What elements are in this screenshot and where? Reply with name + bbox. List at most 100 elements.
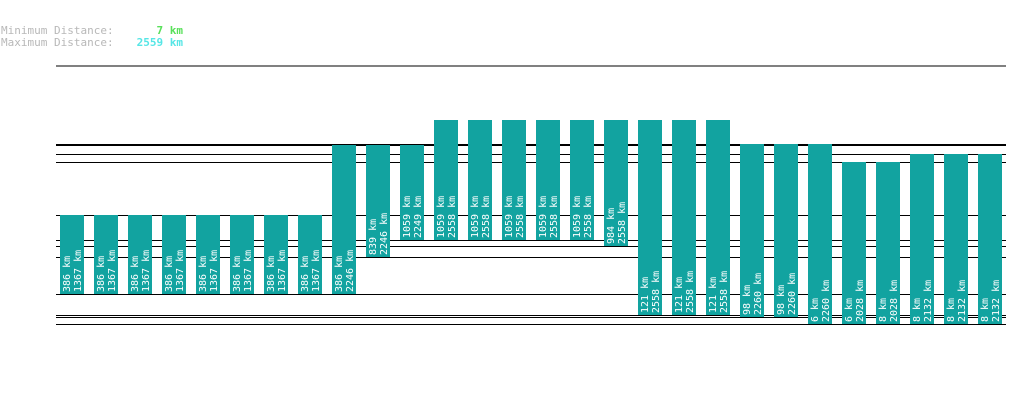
bar-low-label: 121 km bbox=[708, 277, 719, 313]
bar-high-label: 2558 km bbox=[549, 196, 560, 238]
bar-low-label: 984 km bbox=[606, 208, 617, 244]
distance-bar: 386 km 1367 km bbox=[60, 215, 84, 294]
distance-bar: 121 km 2558 km bbox=[672, 120, 696, 315]
bar-rect bbox=[230, 215, 254, 294]
distance-bar: 98 km 2260 km bbox=[740, 144, 764, 317]
bar-rect bbox=[604, 120, 628, 246]
bar-low-label: 386 km bbox=[266, 256, 277, 292]
bar-rect bbox=[264, 215, 288, 294]
bar-low-label: 1059 km bbox=[402, 196, 413, 238]
distance-bar: 386 km 1367 km bbox=[128, 215, 152, 294]
bar-rect bbox=[434, 120, 458, 240]
distance-bar: 6 km 2260 km bbox=[808, 144, 832, 324]
bar-high-label: 1367 km bbox=[73, 250, 84, 292]
distance-bar: 1059 km 2558 km bbox=[434, 120, 458, 240]
distance-bar: 386 km 1367 km bbox=[230, 215, 254, 294]
bar-high-label: 1367 km bbox=[209, 250, 220, 292]
bar-rect bbox=[876, 162, 900, 324]
bar-low-label: 1059 km bbox=[572, 196, 583, 238]
bar-rect bbox=[910, 154, 934, 324]
bar-rect bbox=[502, 120, 526, 240]
bar-low-label: 386 km bbox=[300, 256, 311, 292]
bar-low-label: 386 km bbox=[232, 256, 243, 292]
bar-high-label: 2558 km bbox=[617, 202, 628, 244]
bar-rect bbox=[536, 120, 560, 240]
distance-bar: 121 km 2558 km bbox=[638, 120, 662, 315]
maximum-distance-value: 2559 km bbox=[136, 36, 183, 49]
bar-low-label: 1059 km bbox=[470, 196, 481, 238]
distance-bar: 386 km 1367 km bbox=[298, 215, 322, 294]
bar-high-label: 1367 km bbox=[175, 250, 186, 292]
bar-rect bbox=[978, 154, 1002, 324]
distance-bar: 1059 km 2558 km bbox=[536, 120, 560, 240]
bar-low-label: 8 km bbox=[946, 298, 957, 322]
distance-bar: 8 km 2132 km bbox=[978, 154, 1002, 324]
distance-bar: 121 km 2558 km bbox=[706, 120, 730, 315]
bar-low-label: 6 km bbox=[810, 298, 821, 322]
distance-bar: 386 km 1367 km bbox=[94, 215, 118, 294]
bar-rect bbox=[706, 120, 730, 315]
bar-high-label: 2558 km bbox=[651, 271, 662, 313]
bar-low-label: 386 km bbox=[96, 256, 107, 292]
bar-rect bbox=[944, 154, 968, 324]
bar-rect bbox=[298, 215, 322, 294]
bar-high-label: 1367 km bbox=[243, 250, 254, 292]
bar-rect bbox=[570, 120, 594, 240]
bar-high-label: 2028 km bbox=[855, 280, 866, 322]
minimum-distance-value: 7 km bbox=[156, 24, 184, 37]
bar-low-label: 8 km bbox=[980, 298, 991, 322]
bar-rect bbox=[808, 144, 832, 324]
bar-rect bbox=[842, 162, 866, 324]
bar-low-label: 386 km bbox=[334, 256, 345, 292]
distance-bar: 98 km 2260 km bbox=[774, 144, 798, 317]
minimum-distance-row: Minimum Distance: 7 km bbox=[1, 25, 183, 37]
bar-high-label: 2132 km bbox=[923, 280, 934, 322]
bar-rect bbox=[332, 145, 356, 294]
bar-low-label: 98 km bbox=[742, 285, 753, 315]
bar-high-label: 1367 km bbox=[311, 250, 322, 292]
distance-bar: 8 km 2132 km bbox=[944, 154, 968, 324]
bar-low-label: 386 km bbox=[62, 256, 73, 292]
bar-rect bbox=[94, 215, 118, 294]
bar-high-label: 2260 km bbox=[821, 280, 832, 322]
distance-bar: 1059 km 2558 km bbox=[570, 120, 594, 240]
distance-bar: 8 km 2028 km bbox=[876, 162, 900, 324]
bar-rect bbox=[672, 120, 696, 315]
bar-low-label: 121 km bbox=[640, 277, 651, 313]
bar-high-label: 2558 km bbox=[515, 196, 526, 238]
bar-low-label: 386 km bbox=[198, 256, 209, 292]
minimum-distance-label: Minimum Distance: bbox=[1, 24, 114, 37]
bar-high-label: 1367 km bbox=[141, 250, 152, 292]
distance-summary: Minimum Distance: 7 km Maximum Distance: 2… bbox=[1, 25, 183, 49]
bar-high-label: 2132 km bbox=[957, 280, 968, 322]
bar-rect bbox=[740, 144, 764, 317]
distance-bar: 839 km 2246 km bbox=[366, 145, 390, 257]
bar-high-label: 2558 km bbox=[447, 196, 458, 238]
bar-high-label: 2260 km bbox=[787, 273, 798, 315]
distance-bar: 386 km 2246 km bbox=[332, 145, 356, 294]
maximum-distance-row: Maximum Distance: 2559 km bbox=[1, 37, 183, 49]
bar-high-label: 2028 km bbox=[889, 280, 900, 322]
bar-high-label: 2249 km bbox=[413, 196, 424, 238]
maximum-distance-label: Maximum Distance: bbox=[1, 36, 114, 49]
distance-bar: 386 km 1367 km bbox=[196, 215, 220, 294]
distance-bar: 1059 km 2558 km bbox=[502, 120, 526, 240]
bar-high-label: 2558 km bbox=[583, 196, 594, 238]
bar-low-label: 1059 km bbox=[504, 196, 515, 238]
bar-rect bbox=[60, 215, 84, 294]
bar-low-label: 386 km bbox=[164, 256, 175, 292]
distance-bar: 8 km 2132 km bbox=[910, 154, 934, 324]
distance-bar: 386 km 1367 km bbox=[162, 215, 186, 294]
bar-low-label: 6 km bbox=[844, 298, 855, 322]
bar-high-label: 2246 km bbox=[379, 213, 390, 255]
bar-rect bbox=[468, 120, 492, 240]
bar-low-label: 8 km bbox=[912, 298, 923, 322]
bar-low-label: 386 km bbox=[130, 256, 141, 292]
bar-low-label: 839 km bbox=[368, 219, 379, 255]
distance-bar: 1059 km 2558 km bbox=[468, 120, 492, 240]
bar-rect bbox=[196, 215, 220, 294]
distance-bar: 1059 km 2249 km bbox=[400, 145, 424, 240]
bar-low-label: 1059 km bbox=[436, 196, 447, 238]
bar-low-label: 1059 km bbox=[538, 196, 549, 238]
distance-bar: 6 km 2028 km bbox=[842, 162, 866, 324]
